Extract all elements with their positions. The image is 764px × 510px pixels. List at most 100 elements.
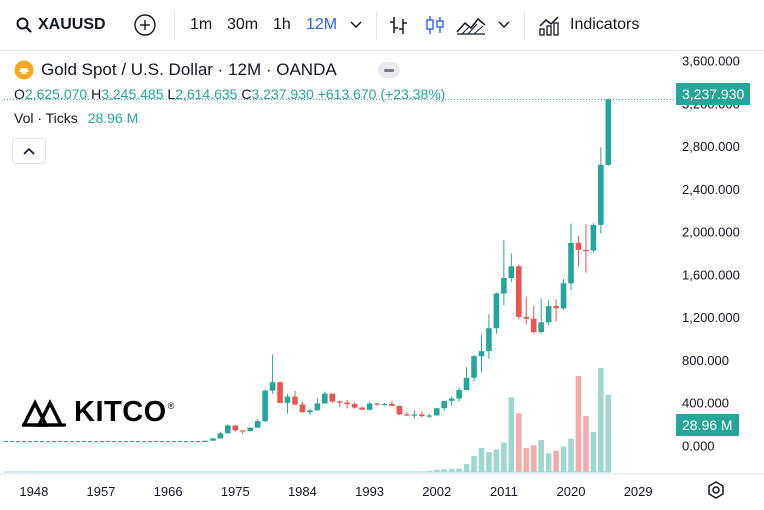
volume-badge: 28.96 M bbox=[676, 414, 739, 436]
candle-body bbox=[239, 430, 246, 432]
more-options-icon[interactable] bbox=[378, 62, 400, 78]
y-tick-label: 2,800.000 bbox=[682, 139, 740, 154]
bar-style-button[interactable] bbox=[388, 0, 410, 50]
interval-dropdown[interactable] bbox=[350, 0, 362, 50]
interval-12m[interactable]: 12M bbox=[306, 16, 338, 33]
volume-bar bbox=[530, 445, 537, 472]
candle-body bbox=[389, 403, 395, 406]
y-tick-label: 400.000 bbox=[682, 396, 729, 411]
plus-circle-icon bbox=[134, 14, 156, 36]
indicators-icon bbox=[539, 16, 559, 36]
volume-bar bbox=[523, 448, 530, 472]
candle-body bbox=[478, 351, 485, 357]
interval-1h[interactable]: 1h bbox=[273, 16, 291, 33]
volume-bar bbox=[456, 468, 462, 472]
volume-legend: Vol · Ticks 28.96 M bbox=[14, 110, 138, 126]
x-tick-label: 1957 bbox=[87, 484, 116, 499]
separator bbox=[174, 12, 175, 40]
candle-body bbox=[225, 425, 231, 434]
indicators-button[interactable]: Indicators bbox=[538, 0, 639, 50]
y-tick-label: 3,600.000 bbox=[682, 54, 740, 69]
candle-body bbox=[575, 242, 582, 250]
candle-body bbox=[374, 403, 380, 405]
candle-body bbox=[456, 390, 462, 399]
low-value: 2,614.635 bbox=[175, 86, 238, 102]
chevron-up-icon bbox=[23, 147, 35, 155]
candle-body bbox=[523, 316, 530, 319]
candle-body bbox=[411, 414, 418, 416]
gold-coin-icon bbox=[14, 60, 34, 80]
area-style-button[interactable] bbox=[456, 0, 486, 50]
candle-body bbox=[307, 410, 313, 413]
candle-body bbox=[254, 421, 261, 428]
volume-label: Vol · Ticks bbox=[14, 110, 78, 126]
collapse-legend-button[interactable] bbox=[12, 138, 46, 164]
kitco-logo: KITCO ® bbox=[22, 396, 174, 429]
top-toolbar: XAUUSD 1m 30m 1h 12M bbox=[0, 0, 764, 51]
volume-bar bbox=[508, 397, 515, 472]
candle-body bbox=[247, 427, 254, 431]
candle-body bbox=[515, 266, 522, 317]
candle-body bbox=[545, 306, 552, 323]
candle-body bbox=[605, 99, 612, 165]
volume-bar bbox=[441, 469, 447, 472]
volume-bar bbox=[583, 416, 589, 472]
candle-body bbox=[202, 440, 209, 442]
candles-style-button[interactable] bbox=[424, 0, 446, 50]
candle-body bbox=[493, 293, 500, 329]
interval-1m[interactable]: 1m bbox=[190, 16, 213, 33]
volume-bar bbox=[605, 394, 612, 472]
volume-bar bbox=[471, 456, 477, 472]
candle-body bbox=[262, 390, 268, 422]
close-label: C bbox=[241, 86, 252, 102]
registered-mark: ® bbox=[167, 400, 175, 411]
compare-button[interactable] bbox=[134, 0, 156, 50]
candle-body bbox=[210, 438, 216, 441]
volume-bar bbox=[553, 450, 559, 472]
volume-bar bbox=[538, 440, 544, 472]
candle-body bbox=[329, 393, 336, 402]
chart-style-dropdown[interactable] bbox=[498, 0, 510, 50]
candle-body bbox=[381, 403, 388, 406]
candle-body bbox=[583, 249, 589, 252]
symbol-search[interactable]: XAUUSD bbox=[16, 0, 106, 50]
volume-bar bbox=[463, 464, 470, 472]
candle-body bbox=[269, 382, 276, 391]
low-label: L bbox=[167, 86, 176, 102]
volume-bar bbox=[448, 469, 455, 472]
candle-body bbox=[553, 306, 559, 309]
candle-body bbox=[351, 404, 358, 408]
open-value: 2,625.070 bbox=[24, 86, 88, 102]
candle-body bbox=[404, 414, 410, 416]
volume-value: 28.96 M bbox=[87, 110, 139, 126]
candle-body bbox=[590, 224, 597, 251]
volume-bar bbox=[478, 448, 485, 472]
volume-bar bbox=[486, 452, 492, 472]
kitco-wordmark: KITCO bbox=[74, 396, 167, 428]
volume-bar bbox=[426, 470, 433, 472]
candle-body bbox=[299, 404, 306, 413]
candle-body bbox=[284, 396, 291, 403]
ohlc-values: O2,625.070 H3,245.485 L2,614.635 C3,237.… bbox=[14, 86, 445, 102]
interval-30m[interactable]: 30m bbox=[227, 16, 259, 33]
x-tick-label: 2002 bbox=[422, 484, 451, 499]
x-tick-label: 2020 bbox=[557, 484, 586, 499]
indicators-label: Indicators bbox=[570, 16, 640, 33]
y-tick-label: 2,000.000 bbox=[682, 225, 740, 240]
candle-body bbox=[217, 433, 224, 439]
settings-icon[interactable] bbox=[706, 480, 726, 500]
y-tick-label: 1,200.000 bbox=[682, 310, 740, 325]
volume-bar bbox=[568, 438, 574, 472]
open-label: O bbox=[14, 86, 25, 102]
chart-legend: Gold Spot / U.S. Dollar · 12M · OANDA O2… bbox=[14, 58, 445, 126]
volume-bar bbox=[560, 446, 567, 472]
candle-body bbox=[560, 283, 567, 309]
legend-title: Gold Spot / U.S. Dollar · 12M · OANDA bbox=[41, 60, 337, 79]
volume-bar bbox=[493, 449, 500, 472]
candle-body bbox=[292, 396, 298, 405]
candle-body bbox=[426, 415, 433, 417]
area-chart-icon bbox=[456, 17, 486, 35]
candle-body bbox=[448, 398, 455, 401]
volume-bar bbox=[545, 453, 552, 472]
candle-body bbox=[322, 393, 328, 404]
